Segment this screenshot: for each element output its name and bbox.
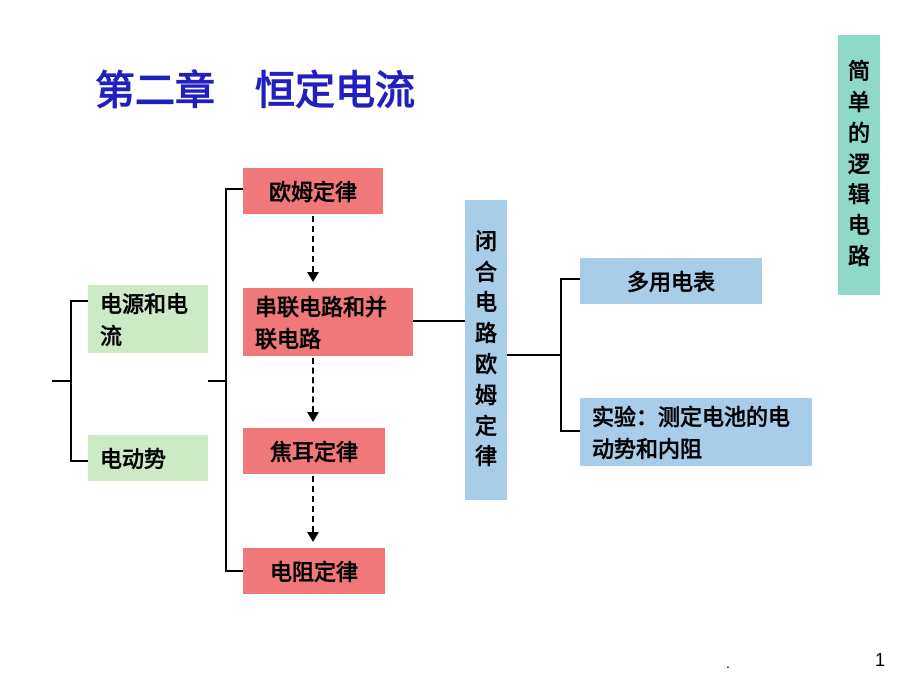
dashed-arrow (312, 476, 314, 532)
node-label: 串联电路和并联电路 (255, 290, 401, 354)
page-title: 第二章 恒定电流 (95, 58, 415, 116)
node-label: 电源和电流 (100, 287, 196, 351)
bracket-line (560, 430, 580, 432)
node-ohm-law: 欧姆定律 (243, 168, 383, 214)
dashed-arrow (312, 216, 314, 272)
page-number: 1 (875, 650, 885, 671)
bracket-line (225, 570, 243, 572)
node-closed-circuit-ohm: 闭合电路欧姆定律 (465, 200, 507, 500)
node-multimeter: 多用电表 (580, 258, 762, 304)
connector-line (413, 320, 465, 322)
bracket-line (543, 354, 561, 356)
bracket-line (70, 300, 88, 302)
node-label: 实验：测定电池的电动势和内阻 (592, 400, 800, 464)
node-experiment: 实验：测定电池的电动势和内阻 (580, 398, 812, 466)
bracket-line (225, 188, 243, 190)
node-emf: 电动势 (88, 435, 208, 481)
node-label: 欧姆定律 (269, 175, 357, 207)
node-label: 电阻定律 (270, 555, 358, 587)
bracket-line (70, 300, 72, 462)
dashed-arrow (312, 358, 314, 412)
bracket-line (52, 380, 70, 382)
connector-line (507, 354, 543, 356)
node-joule-law: 焦耳定律 (243, 428, 385, 474)
node-label: 电动势 (100, 442, 166, 474)
node-series-parallel: 串联电路和并联电路 (243, 288, 413, 356)
bracket-line (208, 380, 226, 382)
node-label: 多用电表 (627, 265, 715, 297)
bracket-line (70, 460, 88, 462)
arrow-head (307, 532, 319, 542)
node-source-current: 电源和电流 (88, 285, 208, 353)
node-label: 焦耳定律 (270, 435, 358, 467)
footer-dot: . (726, 655, 730, 671)
node-logic-circuit: 简单的逻辑电路 (838, 35, 880, 295)
bracket-line (560, 278, 580, 280)
arrow-head (307, 272, 319, 282)
arrow-head (307, 412, 319, 422)
node-resistance-law: 电阻定律 (243, 548, 385, 594)
